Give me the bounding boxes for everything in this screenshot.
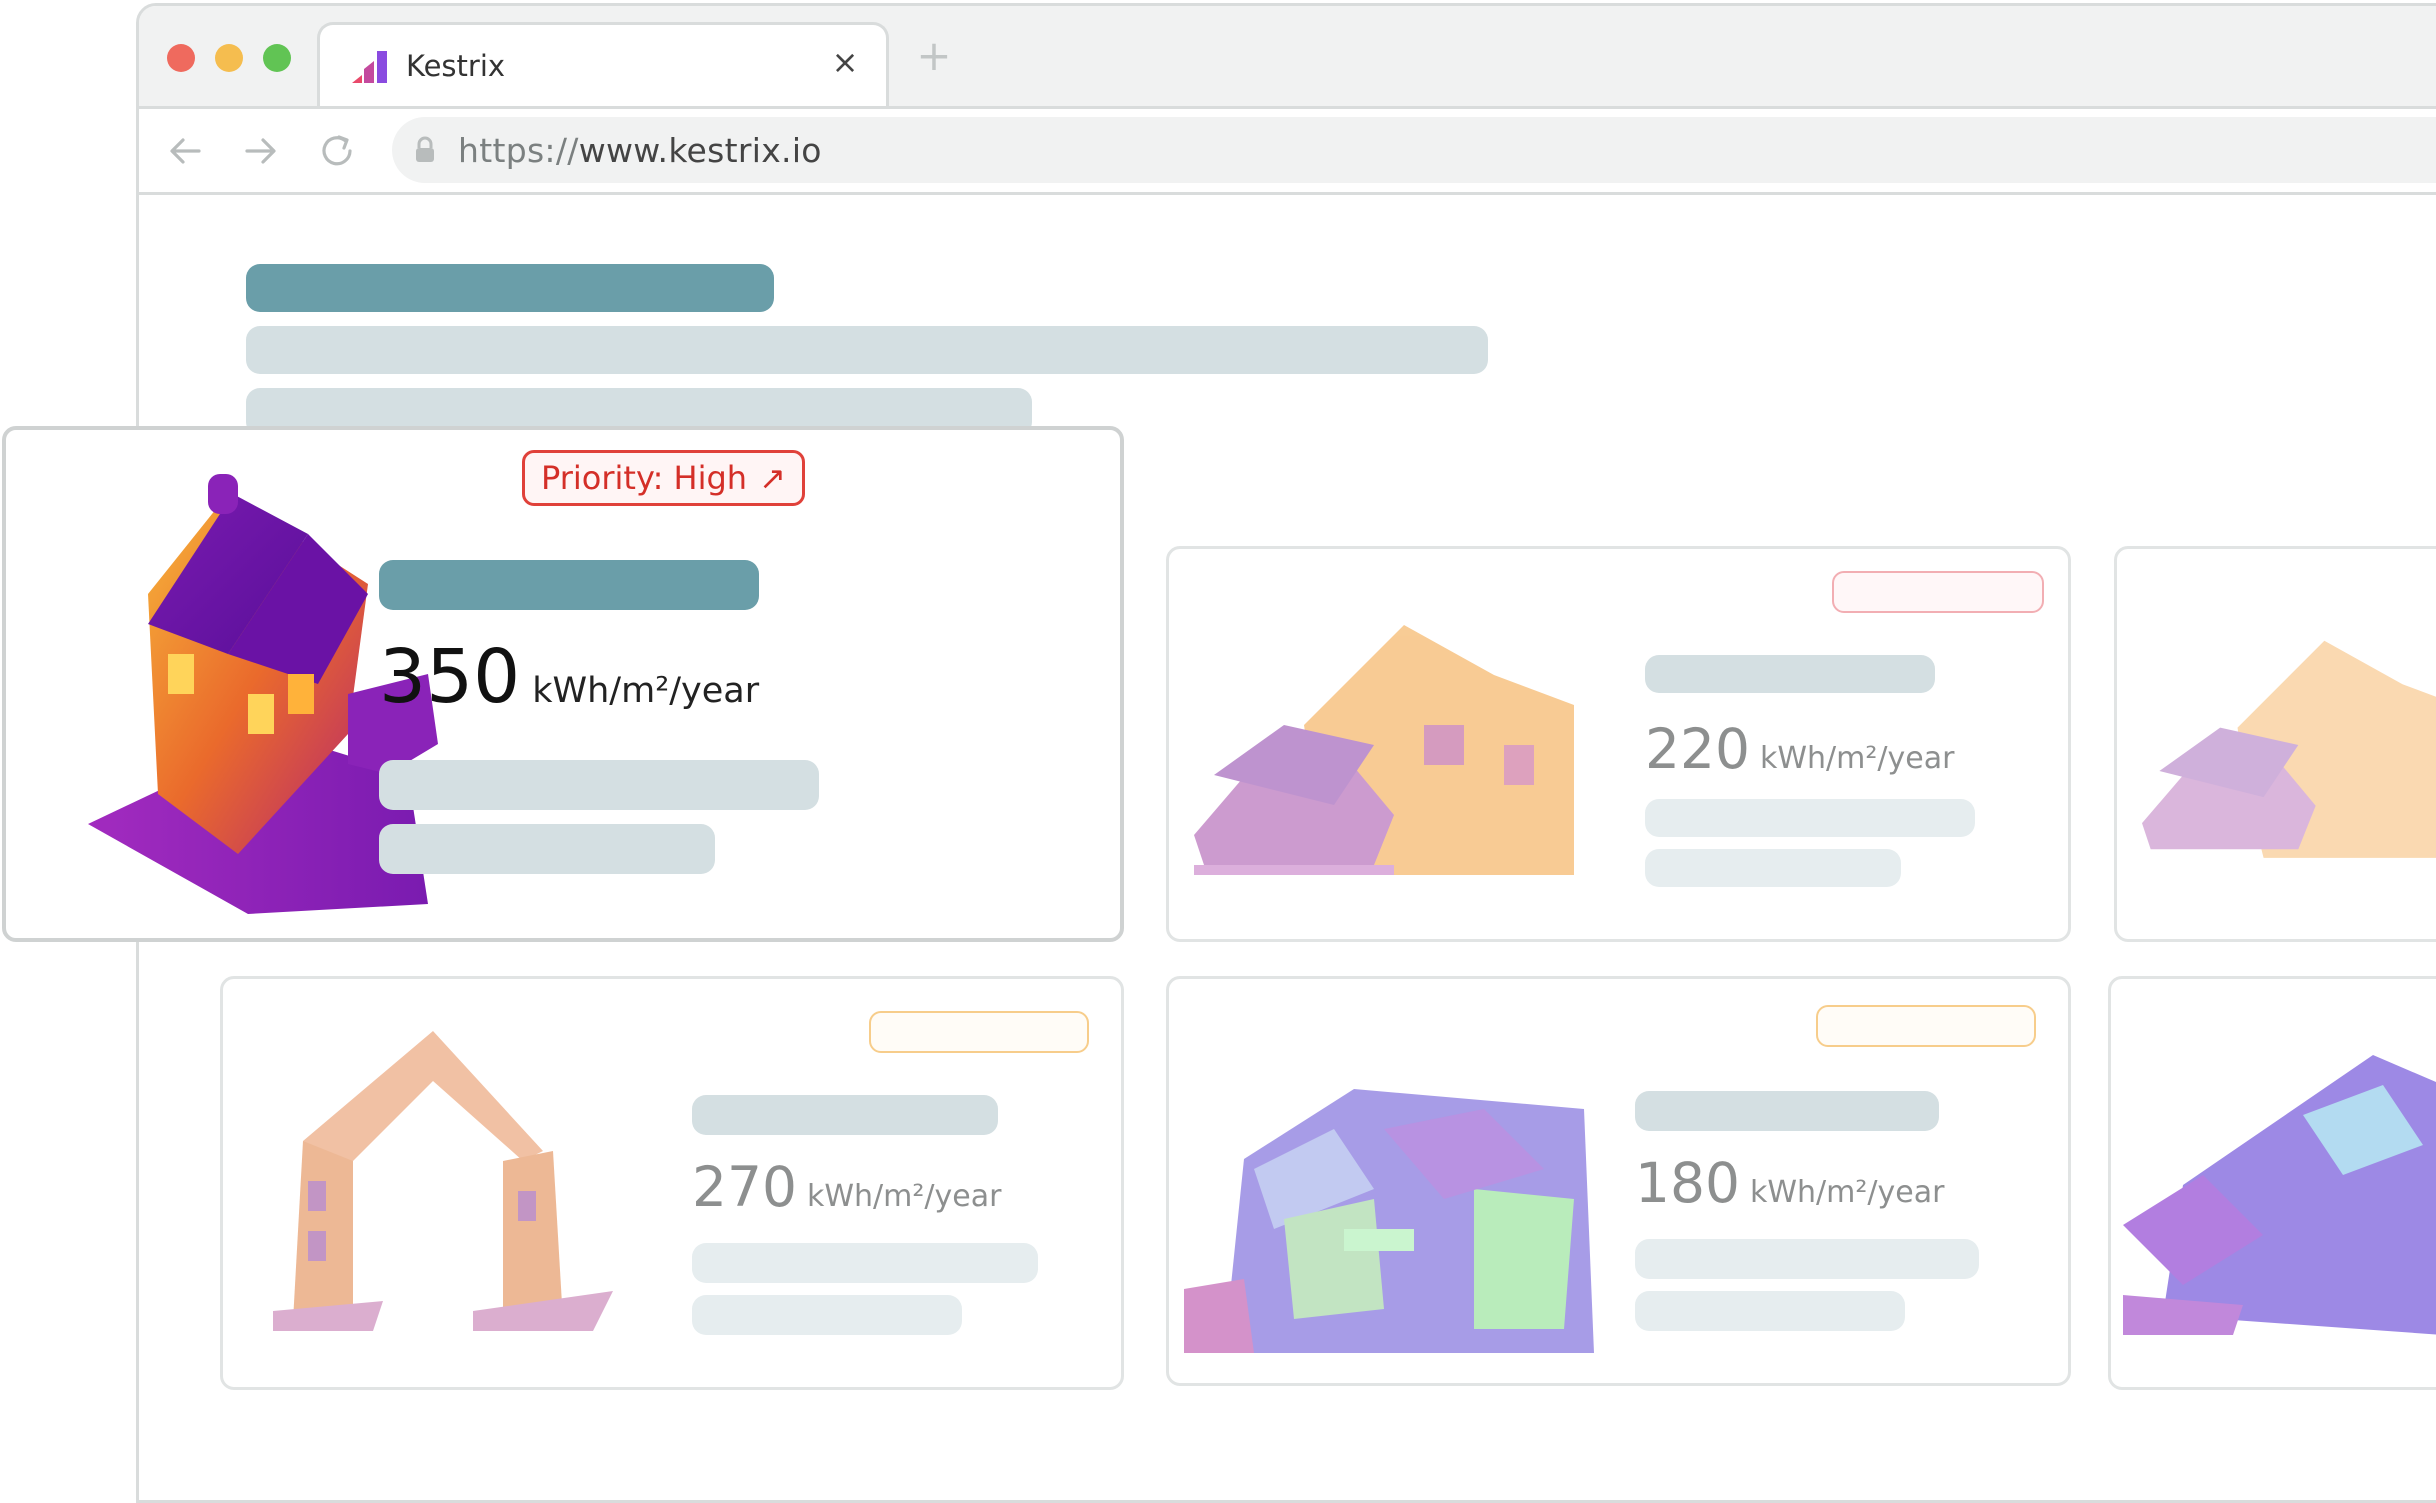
priority-badge-high: Priority: High ↗ [522,450,805,506]
card-text-placeholder-2 [1635,1291,1905,1331]
property-card[interactable]: 220 kWh/m²/year [1166,546,2071,942]
energy-value: 220 [1645,717,1750,781]
kestrix-logo-icon [350,49,390,89]
energy-value: 270 [692,1155,797,1219]
page-text-placeholder [246,326,1488,374]
page-title-placeholder [246,264,774,312]
close-tab-icon[interactable]: × [831,43,859,81]
lock-icon [414,136,436,168]
energy-unit: kWh/m²/year [1759,741,1955,776]
card-text-placeholder [379,760,819,810]
url-text: https://www.kestrix.io [458,131,822,170]
arrow-up-right-icon: ↗ [759,459,786,497]
priority-label: Priority: High [541,459,748,497]
new-tab-icon[interactable]: + [916,31,952,80]
minimize-window-button[interactable] [215,44,243,72]
energy-metric: 180 kWh/m²/year [1635,1151,1944,1215]
property-card[interactable]: 180 kWh/m²/year [1166,976,2071,1386]
thermal-house-image [2123,1055,2436,1335]
energy-value: 180 [1635,1151,1740,1215]
card-text-placeholder [1645,799,1975,837]
title-bar: Kestrix × + [139,6,2436,109]
card-text-placeholder-2 [692,1295,962,1335]
reload-icon[interactable] [317,131,357,171]
maximize-window-button[interactable] [263,44,291,72]
thermal-house-image [1194,625,1574,875]
card-title-placeholder [1645,655,1935,693]
card-title-placeholder [692,1095,998,1135]
forward-arrow-icon[interactable] [241,131,281,171]
address-bar: https://www.kestrix.io [139,106,2436,195]
url-host: www.kestrix.io [578,131,822,170]
priority-badge [1816,1005,2036,1047]
property-card[interactable]: 270 kWh/m²/year [220,976,1124,1390]
energy-unit: kWh/m²/year [1749,1175,1945,1210]
card-text-placeholder-2 [1645,849,1901,887]
browser-tab[interactable]: Kestrix × [317,22,889,109]
property-card-partial[interactable] [2108,976,2436,1390]
energy-metric: 270 kWh/m²/year [692,1155,1001,1219]
url-field[interactable]: https://www.kestrix.io [392,117,2436,183]
energy-value: 350 [379,634,521,720]
energy-metric: 220 kWh/m²/year [1645,717,1954,781]
energy-unit: kWh/m²/year [806,1179,1002,1214]
card-text-placeholder [1635,1239,1979,1279]
back-arrow-icon[interactable] [165,131,205,171]
tab-title: Kestrix [406,49,506,83]
property-card-focused[interactable]: Priority: High ↗ 350 kWh/m²/year [2,426,1124,942]
thermal-house-image [1184,1089,1594,1353]
priority-badge [1832,571,2044,613]
thermal-house-image [88,474,438,914]
energy-unit: kWh/m²/year [532,671,760,711]
url-scheme: https:// [458,131,579,170]
card-text-placeholder-2 [379,824,715,874]
close-window-button[interactable] [167,44,195,72]
card-title-placeholder [1635,1091,1939,1131]
energy-metric: 350 kWh/m²/year [379,634,759,720]
card-text-placeholder [692,1243,1038,1283]
thermal-house-image [2142,640,2436,858]
property-card-partial[interactable] [2114,546,2436,942]
card-title-placeholder [379,560,759,610]
thermal-house-image [273,1031,613,1331]
priority-badge [869,1011,1089,1053]
